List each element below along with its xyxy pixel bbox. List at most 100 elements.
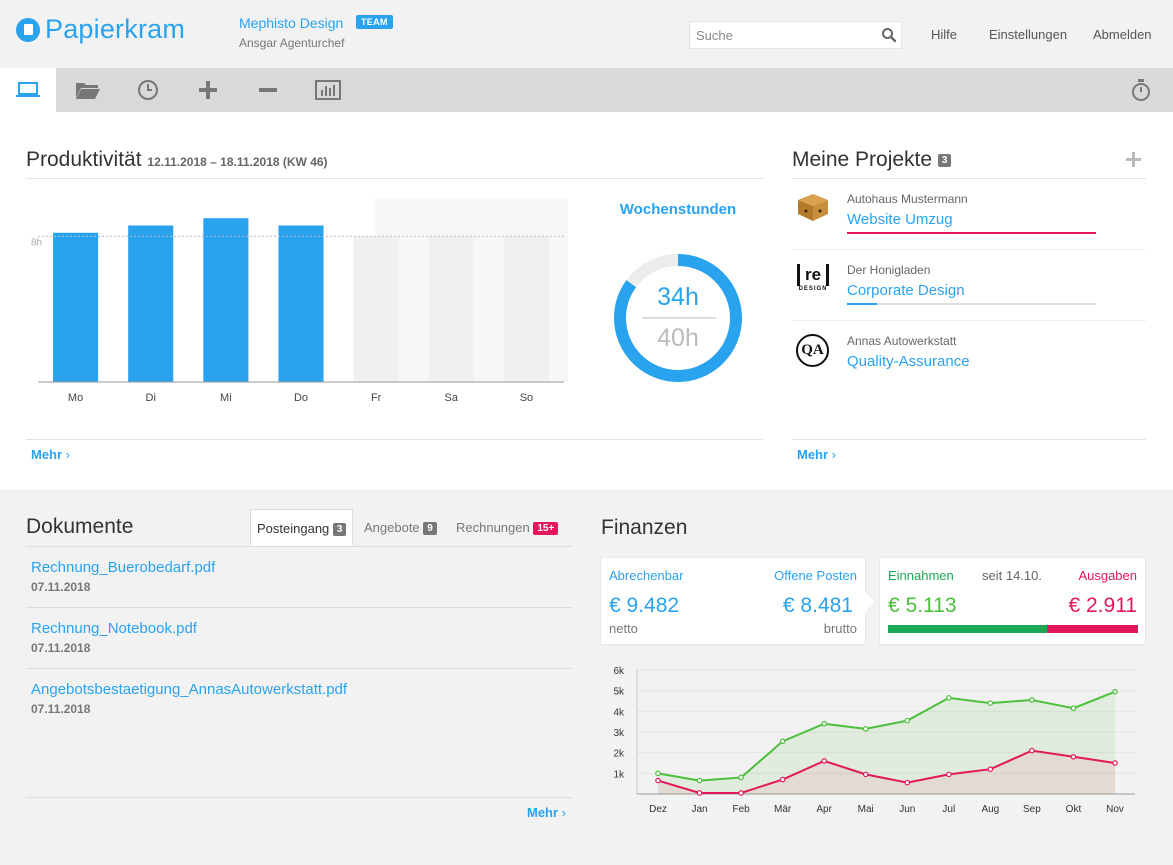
redesign-logo-icon: re DESIGN: [797, 264, 829, 294]
data-point: [1029, 747, 1035, 754]
project-link-quality-assurance[interactable]: Quality-Assurance: [847, 353, 970, 370]
income-ratio-fill: [888, 625, 1048, 633]
tab-angebote[interactable]: Angebote 9: [358, 509, 443, 546]
redesign-logo-subtext: DESIGN: [798, 286, 828, 292]
help-link[interactable]: Hilfe: [931, 27, 958, 42]
income-value[interactable]: € 5.113: [888, 594, 957, 617]
x-tick-label: Sep: [1023, 804, 1041, 815]
open-items-label: Offene Posten: [774, 568, 857, 583]
project-link-website-umzug[interactable]: Website Umzug: [847, 211, 953, 228]
divider: [792, 439, 1146, 440]
reports-button[interactable]: [300, 68, 356, 112]
tab-count-badge: 15+: [533, 522, 559, 536]
expense-button[interactable]: [240, 68, 296, 112]
divider: [26, 439, 763, 440]
document-link[interactable]: Rechnung_Notebook.pdf: [31, 620, 197, 637]
x-tick-label: Apr: [816, 804, 832, 815]
data-point: [1029, 697, 1035, 703]
income-expense-box: Einnahmen seit 14.10. Ausgaben € 5.113 €…: [879, 557, 1146, 645]
finances-title: Finanzen: [601, 516, 688, 539]
x-tick-label: Nov: [1106, 804, 1124, 815]
x-tick-label: Dez: [649, 804, 667, 815]
divider: [792, 320, 1146, 321]
bar-di: [128, 225, 174, 382]
document-date: 07.11.2018: [31, 702, 91, 716]
productivity-more-link[interactable]: Mehr: [31, 447, 70, 462]
tab-posteingang[interactable]: Posteingang 3: [250, 509, 354, 546]
y-tick-label: 2k: [613, 749, 625, 760]
arrow-right-icon: [865, 592, 875, 612]
billable-box: Abrechenbar Offene Posten € 9.482 € 8.48…: [600, 557, 866, 645]
divider: [792, 178, 1146, 179]
target-line-label: 8h: [31, 237, 42, 248]
settings-link[interactable]: Einstellungen: [989, 27, 1068, 42]
plus-icon: [199, 81, 217, 99]
documents-more-link[interactable]: Mehr: [527, 805, 566, 820]
weekly-hours-title: Wochenstunden: [619, 201, 737, 218]
tab-label: Rechnungen: [456, 520, 530, 535]
header: Papierkram Mephisto Design TEAM Ansgar A…: [0, 0, 1173, 68]
company-name[interactable]: Mephisto Design: [239, 15, 344, 31]
x-tick-label: Jun: [899, 804, 915, 815]
billable-value[interactable]: € 9.482: [609, 594, 680, 617]
search-icon[interactable]: [881, 27, 897, 43]
data-point: [821, 720, 827, 727]
projects-title: Meine Projekte 3: [792, 148, 952, 172]
document-date: 07.11.2018: [31, 641, 91, 655]
app-logo[interactable]: Papierkram: [45, 14, 186, 44]
x-tick-label: Do: [294, 392, 308, 404]
toolbar: [0, 68, 1173, 112]
data-point: [946, 695, 952, 701]
tab-label: Angebote: [364, 520, 420, 535]
data-point: [1070, 754, 1077, 760]
data-point: [655, 777, 661, 784]
user-name: Ansgar Agenturchef: [239, 36, 345, 50]
logout-link[interactable]: Abmelden: [1093, 27, 1152, 42]
data-point: [738, 790, 744, 796]
project-client: Der Honigladen: [847, 263, 931, 277]
x-tick-label: Sa: [445, 392, 459, 404]
divider: [26, 178, 763, 179]
data-point: [655, 770, 661, 777]
divider: [26, 797, 572, 798]
search-input[interactable]: [690, 22, 870, 48]
documents-button[interactable]: [60, 68, 116, 112]
dashboard-button[interactable]: [0, 68, 56, 112]
data-point: [696, 777, 703, 784]
x-tick-label: Feb: [732, 804, 750, 815]
projects-more-link[interactable]: Mehr: [797, 447, 836, 462]
timer-button[interactable]: [1113, 68, 1169, 112]
billable-label: Abrechenbar: [609, 568, 684, 583]
tab-rechnungen[interactable]: Rechnungen 15+: [450, 509, 564, 546]
open-items-value[interactable]: € 8.481: [782, 594, 853, 617]
bar-do: [278, 225, 324, 382]
y-tick-label: 5k: [613, 687, 625, 698]
data-point: [904, 717, 911, 724]
divider: [26, 668, 572, 669]
billable-sub: netto: [609, 621, 638, 636]
clock-icon: [138, 80, 158, 100]
document-link[interactable]: Rechnung_Buerobedarf.pdf: [31, 559, 216, 576]
weekly-hours-donut: [614, 254, 742, 382]
document-link[interactable]: Angebotsbestaetigung_AnnasAutowerkstatt.…: [31, 681, 348, 698]
data-point: [779, 776, 786, 783]
data-point: [1070, 705, 1077, 712]
y-tick-label: 1k: [613, 769, 625, 780]
series-area: [658, 691, 1115, 794]
expense-value[interactable]: € 2.911: [1068, 594, 1137, 617]
y-tick-label: 4k: [613, 707, 625, 718]
x-tick-label: Mo: [68, 392, 83, 404]
data-point: [987, 766, 994, 773]
x-tick-label: Mai: [858, 804, 874, 815]
data-point: [779, 738, 786, 745]
divider: [26, 607, 572, 608]
time-tracking-button[interactable]: [120, 68, 176, 112]
project-link-corporate-design[interactable]: Corporate Design: [847, 282, 965, 299]
weekly-hours-target: 40h: [657, 324, 699, 352]
since-label: seit 14.10.: [982, 568, 1042, 583]
data-point: [946, 771, 952, 778]
x-tick-label: Jan: [691, 804, 707, 815]
add-project-icon[interactable]: [1126, 152, 1141, 167]
income-button[interactable]: [180, 68, 236, 112]
data-point: [862, 771, 869, 778]
